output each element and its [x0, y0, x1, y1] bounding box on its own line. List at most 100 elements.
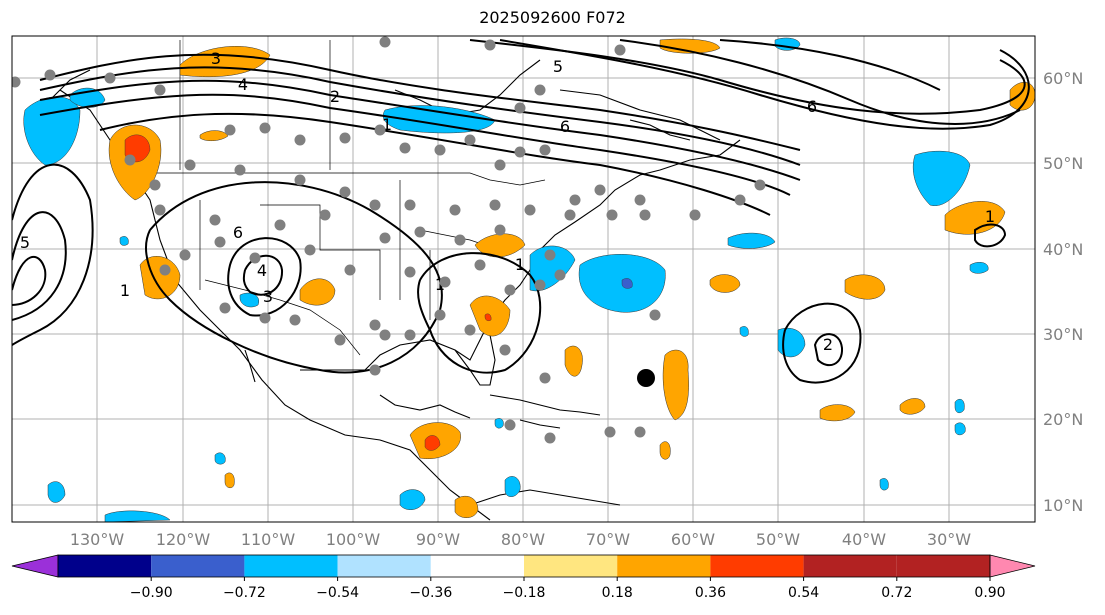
colorbar-tick-label: 0.54: [788, 585, 819, 601]
station-dot: [344, 264, 356, 276]
station-dot: [514, 102, 526, 114]
station-dot: [449, 204, 461, 216]
contour-value-label: 3: [263, 287, 273, 306]
station-dot: [754, 179, 766, 191]
station-dot: [404, 329, 416, 341]
station-dot: [319, 209, 331, 221]
colorbar-tick-label: −0.72: [223, 585, 266, 601]
longitude-label: 30°W: [927, 530, 971, 549]
station-dot: [274, 219, 286, 231]
station-dot: [259, 122, 271, 134]
station-dot: [494, 159, 506, 171]
colorbar-segment: [337, 555, 431, 577]
station-dot: [374, 124, 386, 136]
station-dot: [379, 232, 391, 244]
longitude-label: 90°W: [416, 530, 460, 549]
colorbar-segment: [430, 555, 524, 577]
station-dot: [214, 236, 226, 248]
contour-value-label: 6: [807, 97, 817, 116]
station-dot: [634, 426, 646, 438]
contour-value-label: 1: [435, 275, 445, 294]
colorbar: −0.90 −0.72 −0.54 −0.36 −0.18 0.18 0.36 0.54 0.7…: [11, 554, 1036, 601]
colorbar-segment: [896, 555, 990, 577]
station-dot: [634, 194, 646, 206]
longitude-label: 80°W: [501, 530, 545, 549]
station-dot: [484, 39, 496, 51]
station-dot: [564, 209, 576, 221]
station-dot: [124, 154, 136, 166]
longitude-label: 70°W: [586, 530, 630, 549]
latitude-labels: 60°N 50°N 40°N 30°N 20°N 10°N: [1043, 69, 1083, 515]
station-dot: [404, 199, 416, 211]
station-dot: [439, 276, 451, 288]
contour-value-label: 1: [382, 115, 392, 134]
contour-value-label: 4: [257, 261, 267, 280]
station-dot: [294, 134, 306, 146]
storm-center-marker: [637, 369, 655, 387]
longitude-label: 120°W: [156, 530, 211, 549]
colorbar-tick-label: −0.54: [316, 585, 359, 601]
station-dot: [534, 279, 546, 291]
latitude-label: 20°N: [1043, 410, 1083, 429]
station-dot: [539, 144, 551, 156]
contour-value-label: 4: [238, 75, 248, 94]
map-title: 2025092600 F072: [479, 8, 626, 27]
latitude-label: 60°N: [1043, 69, 1083, 88]
colorbar-max-arrow: [989, 554, 1036, 578]
station-dot: [464, 324, 476, 336]
station-dot: [604, 426, 616, 438]
station-dot: [544, 249, 556, 261]
station-dot: [399, 142, 411, 154]
station-dot: [259, 312, 271, 324]
colorbar-tick-label: −0.36: [409, 585, 452, 601]
station-dot: [369, 319, 381, 331]
colorbar-segment: [803, 555, 897, 577]
station-dot: [489, 199, 501, 211]
colorbar-tick-label: −0.18: [503, 585, 546, 601]
station-dot: [504, 419, 516, 431]
contour-value-label: 5: [20, 233, 30, 252]
station-dot: [234, 164, 246, 176]
station-dot: [594, 184, 606, 196]
station-dot: [249, 252, 261, 264]
contour-value-label: 2: [330, 87, 340, 106]
longitude-label: 50°W: [756, 530, 800, 549]
colorbar-segment: [58, 555, 152, 577]
colorbar-segment: [244, 555, 338, 577]
latitude-label: 40°N: [1043, 240, 1083, 259]
station-dot: [464, 134, 476, 146]
station-dot: [606, 209, 618, 221]
map-frame: [11, 35, 1036, 523]
station-dot: [379, 329, 391, 341]
station-dot: [499, 344, 511, 356]
latitude-label: 30°N: [1043, 325, 1083, 344]
station-dot: [44, 69, 56, 81]
station-dot: [434, 144, 446, 156]
station-dot: [534, 84, 546, 96]
station-dot: [454, 234, 466, 246]
borders: [150, 40, 546, 356]
contour-value-label: 2: [823, 335, 833, 354]
station-dot: [369, 199, 381, 211]
station-dot: [689, 209, 701, 221]
station-dot: [104, 72, 116, 84]
station-dot: [294, 174, 306, 186]
station-dot: [289, 314, 301, 326]
station-dot: [539, 372, 551, 384]
station-dot: [514, 146, 526, 158]
contour-value-label: 1: [120, 281, 130, 300]
station-dot: [219, 302, 231, 314]
colorbar-segment: [524, 555, 618, 577]
colorbar-segment: [710, 555, 804, 577]
station-dot: [209, 214, 221, 226]
station-dot: [379, 36, 391, 48]
contour-value-label: 3: [211, 49, 221, 68]
station-dot: [159, 264, 171, 276]
contour-value-label: 1: [985, 207, 995, 226]
station-dot: [179, 249, 191, 261]
negative-anomaly-regions: [23, 37, 989, 522]
latitude-label: 50°N: [1043, 154, 1083, 173]
longitude-label: 60°W: [671, 530, 715, 549]
longitude-labels: 130°W 120°W 110°W 100°W 90°W 80°W 70°W 60°W 50°W…: [70, 530, 971, 549]
